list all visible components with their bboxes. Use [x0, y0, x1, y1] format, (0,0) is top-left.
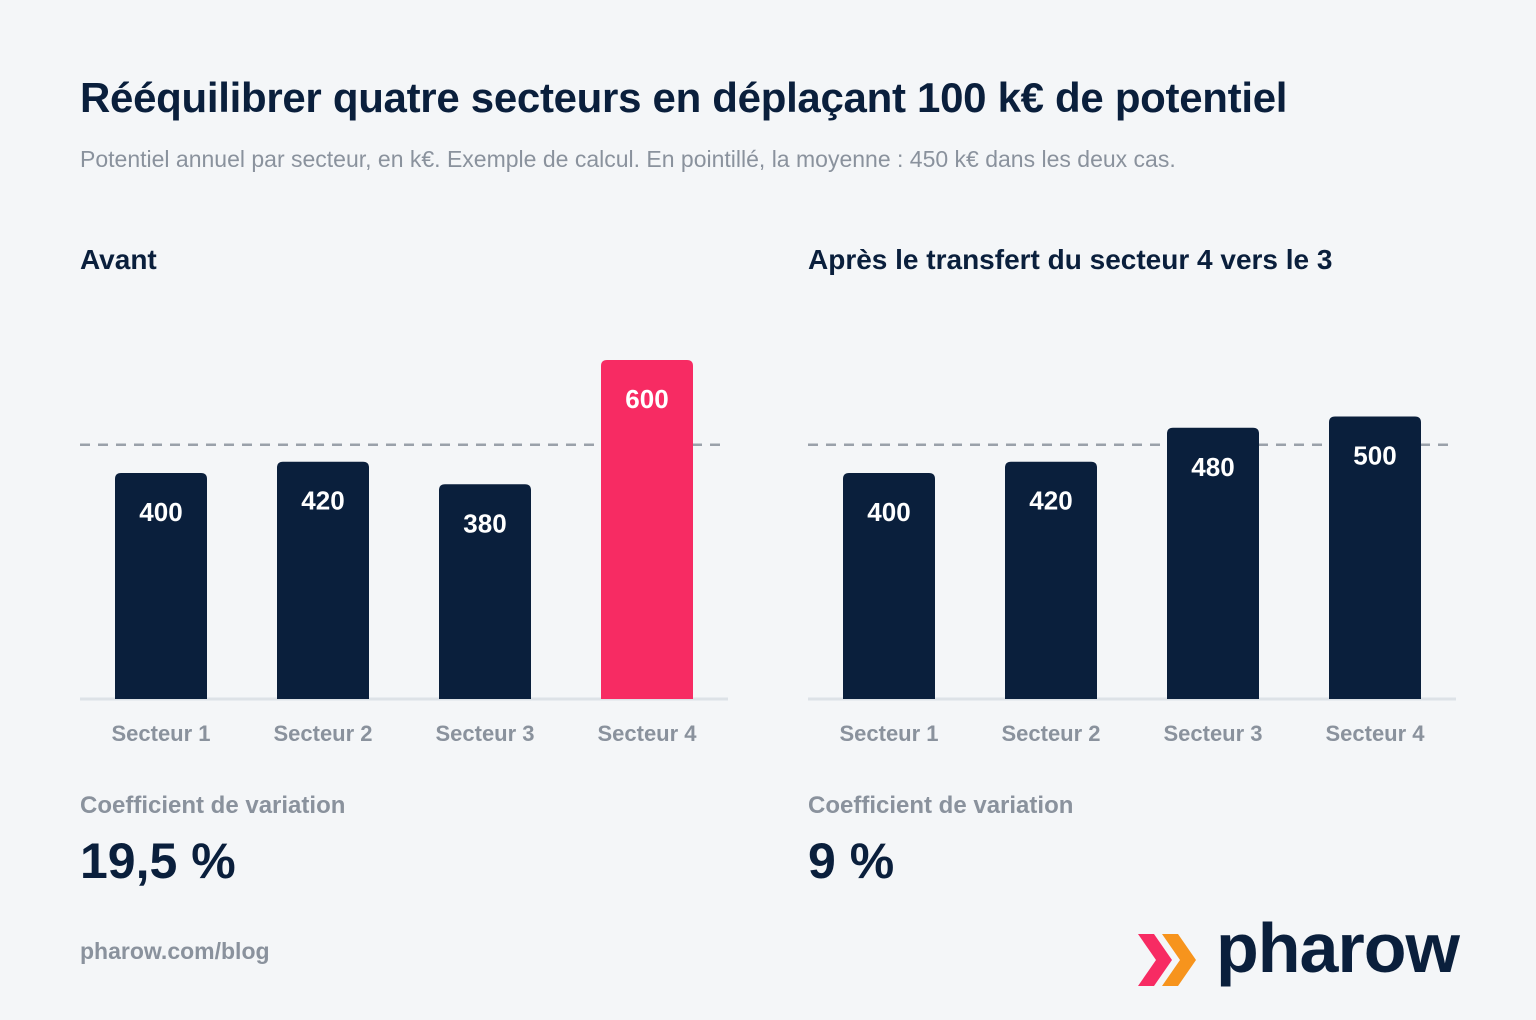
- category-label-2: Secteur 2: [1001, 721, 1100, 746]
- category-label-1: Secteur 1: [839, 721, 938, 746]
- bar-value-label-4: 500: [1353, 441, 1396, 471]
- panel-before: Avant 400 Secteur 1 420 Secteur 2 380 Secteur…: [80, 244, 728, 904]
- cv-label-after: Coefficient de variation: [808, 792, 1074, 819]
- category-label-4: Secteur 4: [597, 721, 697, 746]
- bar-3: [1167, 427, 1259, 699]
- bar-1: [843, 473, 935, 699]
- category-label-2: Secteur 2: [273, 721, 372, 746]
- bar-value-label-3: 480: [1191, 452, 1234, 482]
- bar-chart-before: 400 Secteur 1 420 Secteur 2 380 Secteur 3 600 S…: [80, 360, 728, 746]
- bar-value-label-3: 380: [463, 508, 506, 538]
- cv-value-before: 19,5 %: [80, 833, 236, 889]
- bar-value-label-1: 400: [139, 497, 182, 527]
- chart-subtitle: Potentiel annuel par secteur, en k€. Exe…: [80, 146, 1176, 172]
- category-label-1: Secteur 1: [111, 721, 210, 746]
- cv-label-before: Coefficient de variation: [80, 792, 346, 819]
- category-label-3: Secteur 3: [435, 721, 534, 746]
- category-label-3: Secteur 3: [1163, 721, 1262, 746]
- bar-value-label-4: 600: [625, 384, 668, 414]
- logo-text: pharow: [1216, 909, 1460, 987]
- bar-2: [1005, 461, 1097, 699]
- category-label-4: Secteur 4: [1325, 721, 1425, 746]
- cv-value-after: 9 %: [808, 833, 895, 889]
- bar-4: [1329, 416, 1421, 699]
- chart-title: Rééquilibrer quatre secteurs en déplaçan…: [80, 74, 1288, 121]
- bar-4: [601, 360, 693, 699]
- bar-3: [439, 484, 531, 699]
- bar-chart-after: 400 Secteur 1 420 Secteur 2 480 Secteur 3 500 S…: [808, 416, 1456, 746]
- bar-value-label-2: 420: [1029, 486, 1072, 516]
- bar-value-label-2: 420: [301, 486, 344, 516]
- pharow-logo: pharow: [1136, 909, 1466, 998]
- panel-after: Après le transfert du secteur 4 vers le …: [808, 244, 1456, 904]
- panel-title-before: Avant: [80, 244, 157, 275]
- bar-value-label-1: 400: [867, 497, 910, 527]
- double-chevron-right-icon: [1138, 934, 1196, 986]
- panel-title-after: Après le transfert du secteur 4 vers le …: [808, 244, 1333, 275]
- bar-1: [115, 473, 207, 699]
- bar-2: [277, 461, 369, 699]
- footer-url[interactable]: pharow.com/blog: [80, 938, 270, 964]
